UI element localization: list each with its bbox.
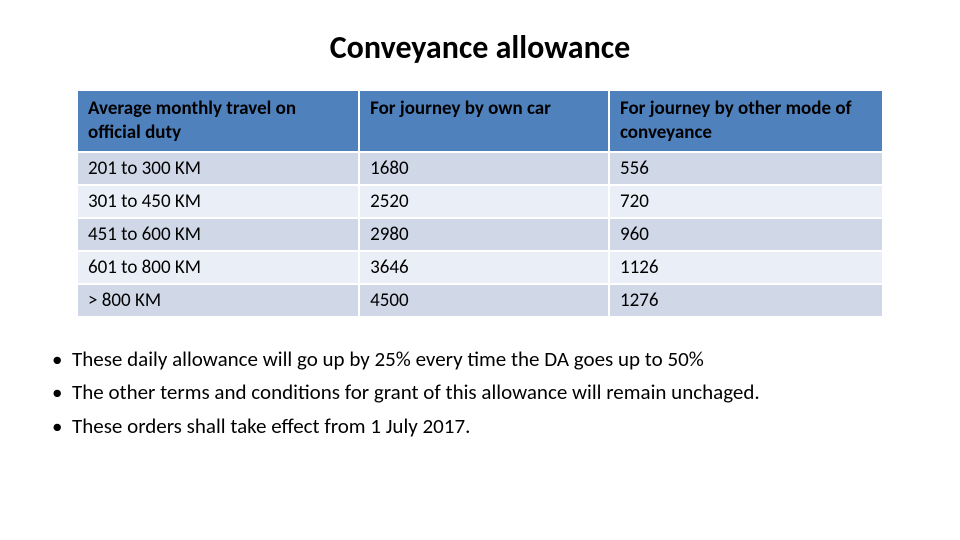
slide: Conveyance allowance Average monthly tra… xyxy=(0,0,960,540)
cell-range: > 800 KM xyxy=(77,284,359,316)
cell-other: 720 xyxy=(609,185,883,218)
col-header-other-mode: For journey by other mode of conveyance xyxy=(609,91,883,152)
list-item: These orders shall take effect from 1 Ju… xyxy=(48,411,912,443)
cell-own-car: 4500 xyxy=(359,284,609,316)
cell-own-car: 3646 xyxy=(359,251,609,284)
table-row: 301 to 450 KM 2520 720 xyxy=(77,185,883,218)
cell-other: 1126 xyxy=(609,251,883,284)
cell-other: 556 xyxy=(609,152,883,185)
allowance-table-wrap: Average monthly travel on official duty … xyxy=(76,91,884,316)
col-header-travel: Average monthly travel on official duty xyxy=(77,91,359,152)
table-row: 451 to 600 KM 2980 960 xyxy=(77,218,883,251)
cell-own-car: 1680 xyxy=(359,152,609,185)
page-title: Conveyance allowance xyxy=(40,28,920,67)
table-row: > 800 KM 4500 1276 xyxy=(77,284,883,316)
notes-list: These daily allowance will go up by 25% … xyxy=(48,344,912,443)
cell-other: 960 xyxy=(609,218,883,251)
cell-range: 601 to 800 KM xyxy=(77,251,359,284)
table-row: 601 to 800 KM 3646 1126 xyxy=(77,251,883,284)
table-header-row: Average monthly travel on official duty … xyxy=(77,91,883,152)
table-row: 201 to 300 KM 1680 556 xyxy=(77,152,883,185)
cell-range: 301 to 450 KM xyxy=(77,185,359,218)
allowance-table: Average monthly travel on official duty … xyxy=(76,91,884,316)
list-item: The other terms and conditions for grant… xyxy=(48,377,912,409)
list-item: These daily allowance will go up by 25% … xyxy=(48,344,912,376)
cell-own-car: 2980 xyxy=(359,218,609,251)
cell-own-car: 2520 xyxy=(359,185,609,218)
cell-range: 201 to 300 KM xyxy=(77,152,359,185)
col-header-own-car: For journey by own car xyxy=(359,91,609,152)
cell-range: 451 to 600 KM xyxy=(77,218,359,251)
cell-other: 1276 xyxy=(609,284,883,316)
